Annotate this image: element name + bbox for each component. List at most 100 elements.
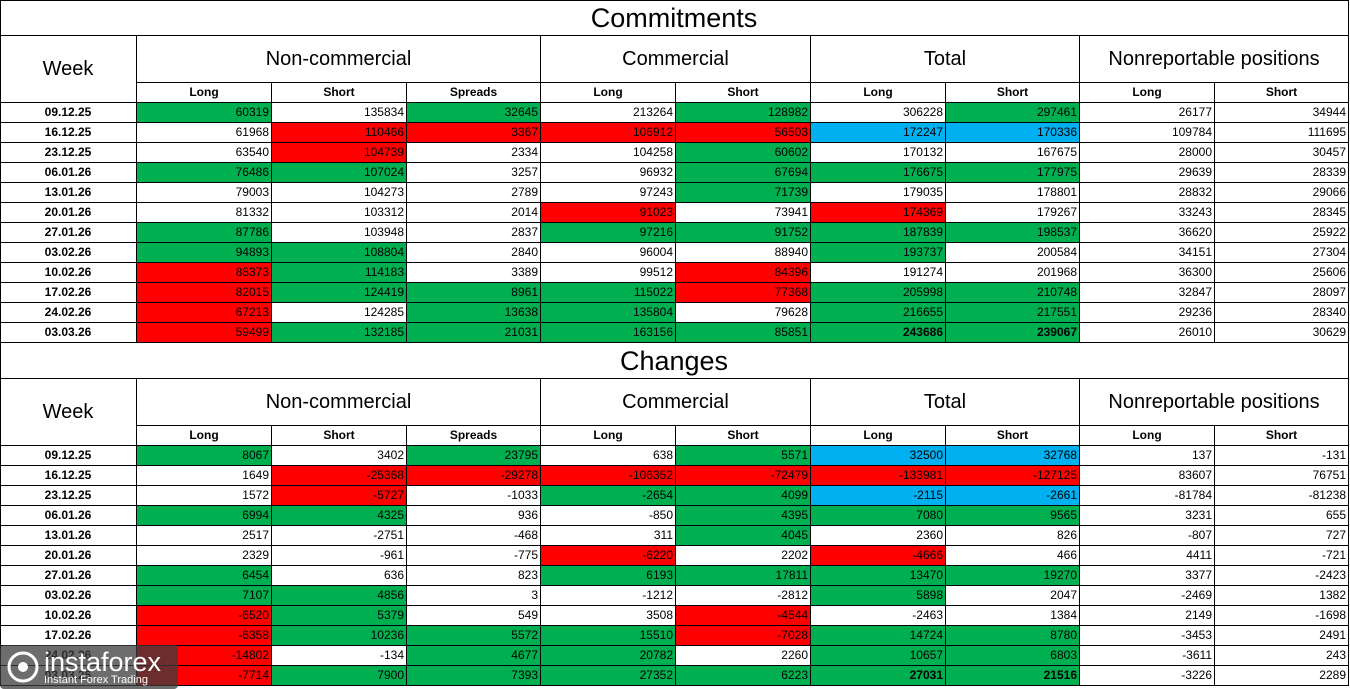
value-cell: 9565 [946, 506, 1080, 526]
value-cell: -3453 [1080, 626, 1215, 646]
group-header: Non-commercial [137, 36, 541, 83]
value-cell: 174369 [811, 203, 946, 223]
column-header: Long [541, 83, 676, 103]
week: 09.12.25 [0, 446, 137, 466]
value-cell: 26177 [1080, 103, 1215, 123]
value-cell: -1212 [541, 586, 676, 606]
value-cell: 28345 [1215, 203, 1349, 223]
column-header: Short [1215, 83, 1349, 103]
value-cell: 2149 [1080, 606, 1215, 626]
column-header: Long [1080, 83, 1215, 103]
value-cell: -4666 [811, 546, 946, 566]
value-cell: 170336 [946, 123, 1080, 143]
value-cell: 27352 [541, 666, 676, 686]
value-cell: 7900 [272, 666, 407, 686]
value-cell: 727 [1215, 526, 1349, 546]
value-cell: 3508 [541, 606, 676, 626]
value-cell: 124285 [272, 303, 407, 323]
value-cell: 217551 [946, 303, 1080, 323]
value-cell: 177975 [946, 163, 1080, 183]
value-cell: 96004 [541, 243, 676, 263]
value-cell: 3 [407, 586, 541, 606]
value-cell: 107024 [272, 163, 407, 183]
value-cell: -81238 [1215, 486, 1349, 506]
value-cell: 6994 [137, 506, 272, 526]
value-cell: -807 [1080, 526, 1215, 546]
value-cell: -7028 [676, 626, 811, 646]
value-cell: 5572 [407, 626, 541, 646]
value-cell: 135834 [272, 103, 407, 123]
value-cell: 179267 [946, 203, 1080, 223]
value-cell: 176675 [811, 163, 946, 183]
value-cell: 87786 [137, 223, 272, 243]
tagline: Instant Forex Trading [44, 674, 148, 686]
value-cell: 25606 [1215, 263, 1349, 283]
value-cell: 1649 [137, 466, 272, 486]
value-cell: 191274 [811, 263, 946, 283]
week-header: Week [0, 379, 137, 446]
logo [7, 651, 39, 683]
value-cell: -2654 [541, 486, 676, 506]
value-cell: 6454 [137, 566, 272, 586]
week: 23.12.25 [0, 486, 137, 506]
value-cell: -2751 [272, 526, 407, 546]
value-cell: -6220 [541, 546, 676, 566]
value-cell: 3377 [1080, 566, 1215, 586]
value-cell: 104739 [272, 143, 407, 163]
value-cell: 32500 [811, 446, 946, 466]
value-cell: 36300 [1080, 263, 1215, 283]
group-header: Commercial [541, 379, 811, 426]
value-cell: 2202 [676, 546, 811, 566]
value-cell: 172247 [811, 123, 946, 143]
week: 03.03.26 [0, 323, 137, 343]
value-cell: 73941 [676, 203, 811, 223]
value-cell: -2661 [946, 486, 1080, 506]
value-cell: 167675 [946, 143, 1080, 163]
group-header: Nonreportable positions [1080, 36, 1349, 83]
value-cell: 2289 [1215, 666, 1349, 686]
column-header: Long [811, 83, 946, 103]
value-cell: 97216 [541, 223, 676, 243]
value-cell: 193737 [811, 243, 946, 263]
week: 03.02.26 [0, 586, 137, 606]
value-cell: 6803 [946, 646, 1080, 666]
value-cell: 306228 [811, 103, 946, 123]
value-cell: 60602 [676, 143, 811, 163]
column-header: Spreads [407, 83, 541, 103]
value-cell: 76751 [1215, 466, 1349, 486]
week: 06.01.26 [0, 506, 137, 526]
value-cell: 636 [272, 566, 407, 586]
value-cell: 187839 [811, 223, 946, 243]
value-cell: 61968 [137, 123, 272, 143]
value-cell: 103312 [272, 203, 407, 223]
week: 06.01.26 [0, 163, 137, 183]
column-header: Short [946, 83, 1080, 103]
value-cell: 4677 [407, 646, 541, 666]
value-cell: 27031 [811, 666, 946, 686]
value-cell: 2334 [407, 143, 541, 163]
week: 27.01.26 [0, 566, 137, 586]
value-cell: 6223 [676, 666, 811, 686]
column-header: Spreads [407, 426, 541, 446]
value-cell: -2463 [811, 606, 946, 626]
value-cell: 3389 [407, 263, 541, 283]
value-cell: 28339 [1215, 163, 1349, 183]
section-title: Commitments [0, 0, 1349, 36]
section-title: Changes [0, 343, 1349, 379]
value-cell: 178801 [946, 183, 1080, 203]
value-cell: 14724 [811, 626, 946, 646]
value-cell: 103948 [272, 223, 407, 243]
value-cell: 205998 [811, 283, 946, 303]
value-cell: 7107 [137, 586, 272, 606]
value-cell: -1033 [407, 486, 541, 506]
value-cell: 79003 [137, 183, 272, 203]
column-header: Short [272, 426, 407, 446]
value-cell: 466 [946, 546, 1080, 566]
value-cell: 96932 [541, 163, 676, 183]
value-cell: 108804 [272, 243, 407, 263]
value-cell: 67213 [137, 303, 272, 323]
value-cell: -468 [407, 526, 541, 546]
value-cell: 8067 [137, 446, 272, 466]
week: 27.01.26 [0, 223, 137, 243]
value-cell: 99512 [541, 263, 676, 283]
